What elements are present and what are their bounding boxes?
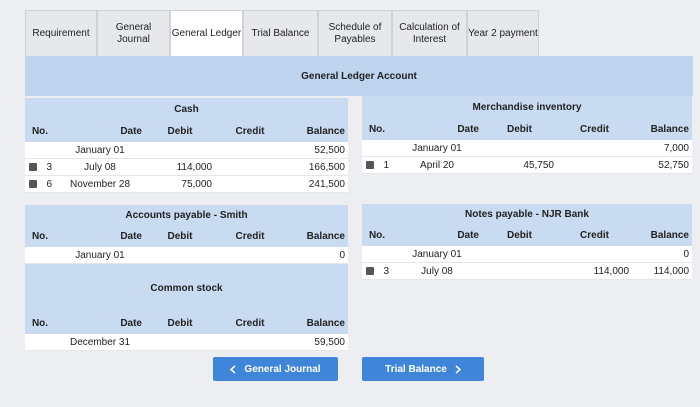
prev-button-label: General Journal [244,363,321,375]
cell-balance: 114,000 [653,265,689,277]
ledger-table: Common stock No. Date Debit Credit Balance Dec… [25,264,348,351]
cell-date: November 28 [69,178,131,190]
column-header: Debit [507,123,532,135]
ledger-row: December 31 59,500 [25,334,348,351]
cell-balance: 52,750 [658,159,689,171]
column-header: Credit [235,230,265,242]
tab[interactable]: General Ledger [170,10,243,56]
cell-debit: 75,000 [181,178,212,190]
cell-no: 3 [383,265,389,277]
cell-balance: 166,500 [308,161,345,173]
column-header: No. [31,230,49,242]
cell-date: January 01 [412,248,462,260]
column-header: Credit [235,317,265,329]
column-header: Date [457,229,479,241]
ledger-table: Notes payable - NJR Bank No. Date Debit Cred… [362,204,692,280]
header-row: No. Date Debit Credit Balance [25,312,348,334]
cell-balance: 52,500 [314,144,345,156]
ledger-row: January 01 0 [362,246,692,263]
header-row: No. Date Debit Credit Balance [25,225,348,247]
cell-balance: 241,500 [308,178,345,190]
chevron-right [455,364,461,374]
cell-date: July 08 [84,161,116,173]
chevron-left [230,364,236,374]
column-header: Debit [167,230,193,242]
header-row: No. Date Debit Credit Balance [25,120,348,142]
cell-credit: 114,000 [593,265,629,277]
cell-date: December 31 [69,336,131,348]
cell-balance: 0 [683,248,689,260]
ledger-row: January 01 0 [25,247,348,264]
cell-debit: 114,000 [176,161,212,173]
column-header: Balance [306,125,345,137]
ledger-title: Common stock [25,264,348,312]
ledger-row: 3 July 08 114,000 114,000 [362,263,692,280]
column-header: Debit [167,317,193,329]
column-header: Balance [650,123,689,135]
edit-icon[interactable] [29,180,37,188]
cell-date: January 01 [75,144,125,156]
column-header: Credit [580,123,609,135]
next-button-label: Trial Balance [385,363,447,375]
cell-date: July 08 [421,265,453,277]
ledger-title: Cash [25,98,348,120]
column-header: No. [31,317,49,329]
tab[interactable]: Calculation of Interest [392,10,467,56]
column-header: Date [120,230,142,242]
column-header: Debit [507,229,532,241]
column-header: No. [368,123,386,135]
column-header: Credit [235,125,265,137]
ledger-table: Cash No. Date Debit Credit Balance January 01 5… [25,98,348,193]
cell-balance: 0 [339,249,345,261]
column-header: Credit [580,229,609,241]
column-header: Date [120,317,142,329]
cell-date: April 20 [420,159,454,171]
cell-balance: 59,500 [314,336,345,348]
ledger-title: Accounts payable - Smith [25,205,348,225]
ledger-row: January 01 7,000 [362,140,692,157]
cell-no: 3 [46,161,52,173]
edit-icon[interactable] [29,163,37,171]
ledger-row: January 01 52,500 [25,142,348,159]
ledger-row: 6 November 28 75,000 241,500 [25,176,348,193]
column-header: No. [31,125,49,137]
edit-icon[interactable] [366,161,374,169]
ledger-row: 3 July 08 114,000 166,500 [25,159,348,176]
column-header: Date [457,123,479,135]
banner: General Ledger Account [25,56,693,96]
tab[interactable]: Schedule of Payables [318,10,392,56]
cell-no: 1 [383,159,389,171]
ledger-table: Merchandise inventory No. Date Debit Credit B… [362,96,692,174]
cell-date: January 01 [412,142,462,154]
column-header: Date [120,125,142,137]
header-row: No. Date Debit Credit Balance [362,224,692,246]
column-header: Debit [167,125,193,137]
cell-date: January 01 [75,249,125,261]
column-header: Balance [306,230,345,242]
next-button[interactable]: Trial Balance [362,357,484,381]
tab[interactable]: Year 2 payment [467,10,539,56]
cell-no: 6 [46,178,52,190]
column-header: Balance [306,317,345,329]
edit-icon[interactable] [366,267,374,275]
tab[interactable]: Trial Balance [243,10,318,56]
ledger-row: 1 April 20 45,750 52,750 [362,157,692,174]
cell-balance: 7,000 [663,142,689,154]
column-header: Balance [650,229,689,241]
ledger-title: Merchandise inventory [362,96,692,118]
prev-button[interactable]: General Journal [213,357,338,381]
tab[interactable]: General Journal [97,10,170,56]
header-row: No. Date Debit Credit Balance [362,118,692,140]
ledger-title: Notes payable - NJR Bank [362,204,692,224]
column-header: No. [368,229,386,241]
cell-debit: 45,750 [523,159,554,171]
tab[interactable]: Requirement [25,10,97,56]
